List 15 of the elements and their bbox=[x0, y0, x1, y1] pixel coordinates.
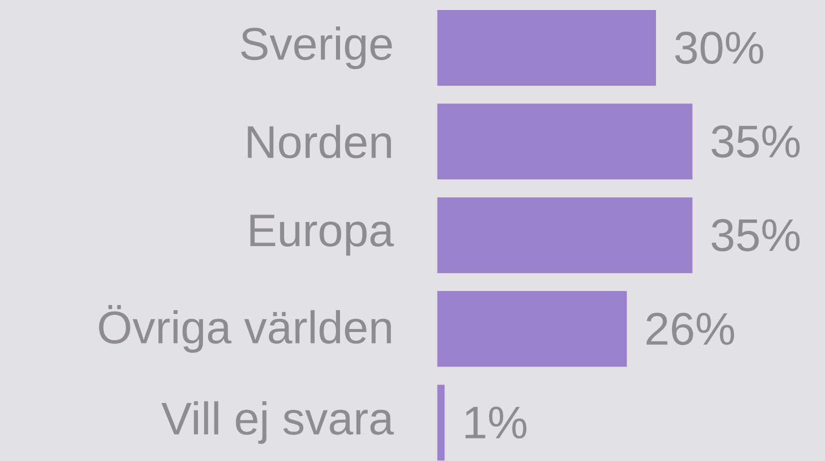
bar bbox=[437, 103, 692, 180]
data-label: 30% bbox=[675, 31, 764, 64]
data-label: 1% bbox=[466, 406, 526, 438]
data-label: 26% bbox=[646, 312, 734, 345]
bar bbox=[437, 10, 656, 86]
data-label: 35% bbox=[712, 125, 800, 158]
y-tick-label: Övriga världen bbox=[99, 304, 391, 353]
y-tick-label: Europa bbox=[250, 214, 394, 256]
bar bbox=[437, 197, 692, 273]
data-label: 35% bbox=[712, 218, 800, 252]
bar bbox=[437, 290, 627, 367]
bar bbox=[437, 384, 445, 460]
y-tick-label: Vill ej svara bbox=[161, 401, 394, 444]
y-tick-label: Norden bbox=[248, 124, 391, 158]
y-tick-label: Sverige bbox=[241, 26, 392, 69]
